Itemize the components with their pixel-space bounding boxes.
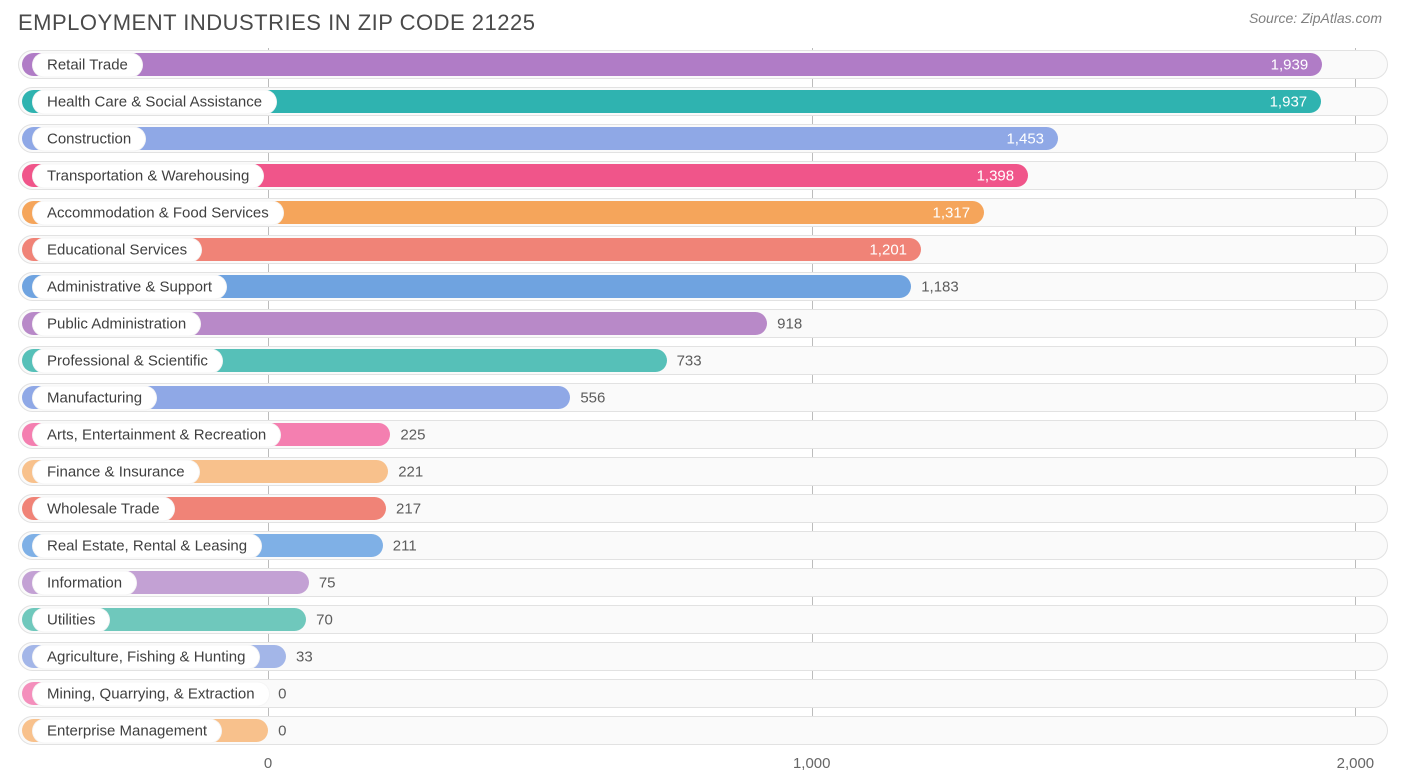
value-label: 211 [393,537,417,554]
category-pill: Accommodation & Food Services [32,200,284,225]
category-pill: Agriculture, Fishing & Hunting [32,644,260,669]
bar-row: Information 75 [18,566,1388,599]
value-label: 1,201 [869,241,907,258]
value-label: 1,398 [977,167,1015,184]
chart-header: EMPLOYMENT INDUSTRIES IN ZIP CODE 21225 … [0,0,1406,42]
bar-row: Accommodation & Food Services 1,317 [18,196,1388,229]
category-pill: Mining, Quarrying, & Extraction [32,681,270,706]
bar-fill [22,127,1058,150]
value-label: 556 [580,389,605,406]
category-pill: Enterprise Management [32,718,222,743]
bar-row: Finance & Insurance 221 [18,455,1388,488]
bar-row: Arts, Entertainment & Recreation 225 [18,418,1388,451]
category-pill: Information [32,570,137,595]
bar-row: Wholesale Trade 217 [18,492,1388,525]
bar-row: Public Administration 918 [18,307,1388,340]
bar-row: Real Estate, Rental & Leasing 211 [18,529,1388,562]
category-pill: Construction [32,126,146,151]
value-label: 75 [319,574,336,591]
bar-row: Health Care & Social Assistance 1,937 [18,85,1388,118]
category-pill: Administrative & Support [32,274,227,299]
bar-row: Manufacturing 556 [18,381,1388,414]
value-label: 1,937 [1270,93,1308,110]
bar-row: Agriculture, Fishing & Hunting 33 [18,640,1388,673]
bar-row: Construction 1,453 [18,122,1388,155]
axis-tick-label: 2,000 [1337,755,1375,772]
chart-title: EMPLOYMENT INDUSTRIES IN ZIP CODE 21225 [18,10,536,36]
value-label: 0 [278,685,286,702]
value-label: 217 [396,500,421,517]
value-label: 1,939 [1271,56,1309,73]
value-label: 0 [278,722,286,739]
category-pill: Wholesale Trade [32,496,175,521]
bar-row: Enterprise Management 0 [18,714,1388,747]
category-pill: Health Care & Social Assistance [32,89,277,114]
value-label: 33 [296,648,313,665]
axis-tick-label: 1,000 [793,755,831,772]
chart-source: Source: ZipAtlas.com [1249,10,1382,26]
value-label: 733 [677,352,702,369]
category-pill: Transportation & Warehousing [32,163,264,188]
bar-row: Administrative & Support 1,183 [18,270,1388,303]
category-pill: Educational Services [32,237,202,262]
bar-row: Retail Trade 1,939 [18,48,1388,81]
bar-row: Utilities 70 [18,603,1388,636]
bar-row: Educational Services 1,201 [18,233,1388,266]
value-label: 70 [316,611,333,628]
category-pill: Manufacturing [32,385,157,410]
value-label: 221 [398,463,423,480]
category-pill: Finance & Insurance [32,459,200,484]
value-label: 225 [400,426,425,443]
value-label: 1,183 [921,278,959,295]
value-label: 1,317 [933,204,971,221]
category-pill: Arts, Entertainment & Recreation [32,422,281,447]
axis-tick-label: 0 [264,755,272,772]
value-label: 1,453 [1006,130,1044,147]
category-pill: Real Estate, Rental & Leasing [32,533,262,558]
bar-fill [22,53,1322,76]
category-pill: Retail Trade [32,52,143,77]
category-pill: Professional & Scientific [32,348,223,373]
bar-row: Mining, Quarrying, & Extraction 0 [18,677,1388,710]
chart-plot-area: Retail Trade 1,939 Health Care & Social As… [0,42,1406,747]
value-label: 918 [777,315,802,332]
bar-row: Professional & Scientific 733 [18,344,1388,377]
category-pill: Public Administration [32,311,201,336]
x-axis: 0 1,000 2,000 [18,751,1388,781]
category-pill: Utilities [32,607,110,632]
bar-row: Transportation & Warehousing 1,398 [18,159,1388,192]
